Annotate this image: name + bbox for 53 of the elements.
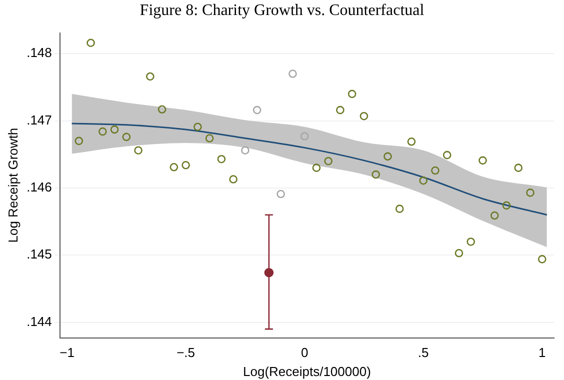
point <box>431 166 440 175</box>
point <box>300 132 309 140</box>
point <box>288 70 297 78</box>
point <box>348 90 356 98</box>
line-series <box>71 122 548 216</box>
x-tick-label: 0 <box>300 345 308 360</box>
point <box>74 136 84 146</box>
point <box>217 154 226 164</box>
point <box>514 164 523 172</box>
x-tick-label: 1 <box>538 345 546 360</box>
point <box>407 137 416 146</box>
point <box>312 164 321 172</box>
point <box>502 201 511 210</box>
point <box>336 106 344 114</box>
point <box>478 156 487 165</box>
point <box>526 188 534 197</box>
y-tick-label: .146 <box>26 180 52 195</box>
point <box>110 125 119 134</box>
point <box>538 255 546 264</box>
y-tick-label: .145 <box>26 246 52 262</box>
x-tick-label: −1 <box>60 345 74 360</box>
y-axis-title: Log Receipt Growth <box>5 128 20 243</box>
point <box>384 152 392 161</box>
point <box>241 146 250 155</box>
x-axis-title: Log(Receipts/100000) <box>242 364 371 379</box>
point <box>229 175 238 184</box>
point <box>395 204 404 213</box>
point <box>442 150 452 160</box>
point <box>182 160 190 170</box>
point <box>98 127 107 136</box>
point <box>146 72 154 81</box>
point <box>490 211 499 220</box>
y-tick-label: .147 <box>26 112 52 128</box>
point <box>134 146 142 155</box>
point <box>360 112 368 120</box>
point <box>419 176 428 185</box>
point <box>372 170 380 179</box>
point <box>454 249 464 258</box>
x-tick-label: −.5 <box>176 345 196 360</box>
point <box>86 38 95 48</box>
y-tick-label: .148 <box>26 45 52 60</box>
point <box>122 132 131 142</box>
point <box>194 122 202 132</box>
chart-title: Figure 8: Charity Growth vs. Counterfactual <box>138 1 426 21</box>
point <box>158 105 166 114</box>
point <box>252 106 262 114</box>
point <box>205 134 214 142</box>
point <box>466 238 476 246</box>
point <box>170 163 178 172</box>
y-tick-label: .144 <box>26 314 52 329</box>
point <box>276 190 285 198</box>
x-tick-label: .5 <box>418 345 429 360</box>
point <box>324 156 332 166</box>
